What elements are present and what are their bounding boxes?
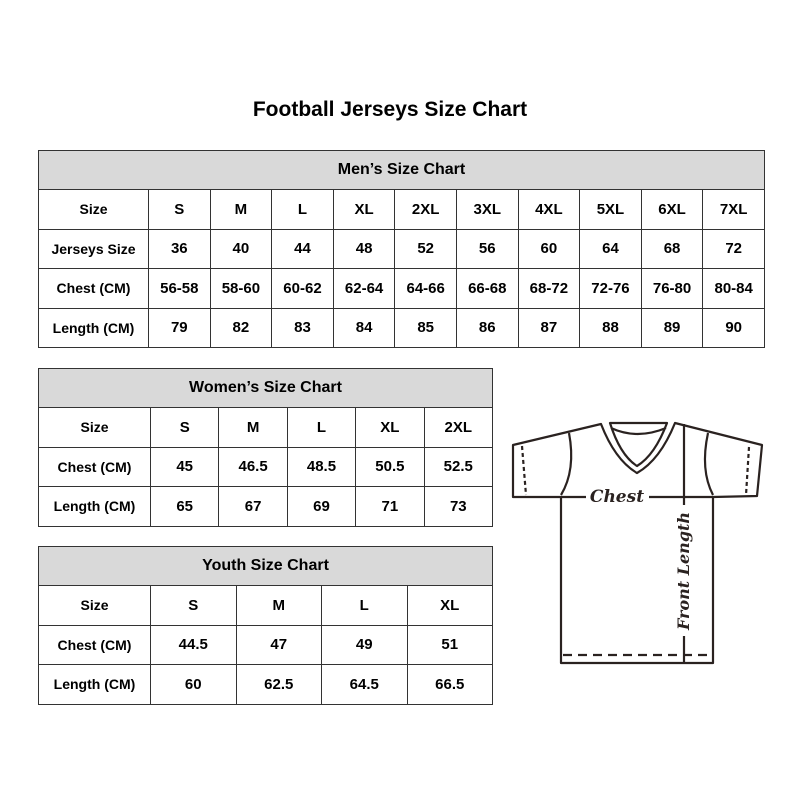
table-cell: 60 bbox=[150, 664, 237, 705]
mens-table-header: Men’s Size Chart bbox=[38, 150, 765, 190]
table-cell: 68 bbox=[640, 228, 704, 269]
table-cell: 69 bbox=[286, 486, 357, 527]
shirt-outline bbox=[511, 421, 764, 665]
table-cell: 87 bbox=[517, 307, 581, 348]
table-cell: 84 bbox=[332, 307, 396, 348]
table-cell: 80-84 bbox=[702, 268, 765, 309]
chest-label: Chest bbox=[590, 487, 644, 507]
table-cell: 88 bbox=[579, 307, 642, 348]
size-header-cell: XL bbox=[406, 585, 493, 626]
row-label: Length (CM) bbox=[38, 307, 149, 348]
table-cell: 48 bbox=[332, 228, 396, 269]
table-cell: 51 bbox=[406, 624, 493, 665]
table-row: Length (CM) 79 82 83 84 85 86 87 88 89 90 bbox=[38, 307, 765, 348]
row-label: Size bbox=[38, 407, 151, 448]
table-cell: 76-80 bbox=[640, 268, 704, 309]
table-cell: 60 bbox=[517, 228, 581, 269]
womens-size-table: Women’s Size Chart Size S M L XL 2XL Chest (CM)… bbox=[38, 368, 494, 527]
table-cell: 62.5 bbox=[235, 664, 322, 705]
size-header-cell: XL bbox=[355, 407, 425, 448]
table-row: Chest (CM) 44.5 47 49 51 bbox=[38, 624, 493, 665]
size-header-cell: L bbox=[321, 585, 408, 626]
size-header-cell: 2XL bbox=[423, 407, 494, 448]
row-label: Length (CM) bbox=[38, 664, 151, 705]
row-label: Jerseys Size bbox=[38, 228, 149, 269]
table-cell: 56-58 bbox=[148, 268, 211, 309]
row-label: Chest (CM) bbox=[38, 624, 151, 665]
table-row: Size S M L XL bbox=[38, 585, 493, 626]
page-title: Football Jerseys Size Chart bbox=[252, 98, 528, 121]
table-cell: 50.5 bbox=[355, 446, 425, 487]
table-cell: 85 bbox=[394, 307, 457, 348]
table-cell: 60-62 bbox=[271, 268, 334, 309]
sleeve-hems bbox=[520, 445, 751, 496]
table-cell: 45 bbox=[149, 446, 220, 487]
youth-table-header: Youth Size Chart bbox=[38, 546, 493, 586]
table-cell: 71 bbox=[355, 486, 425, 527]
mens-size-table: Men’s Size Chart Size S M L XL 2XL 3XL 4XL 5XL 6XL… bbox=[38, 150, 765, 348]
right-sleeve-seam bbox=[703, 432, 714, 496]
table-cell: 86 bbox=[455, 307, 519, 348]
table-row: Jerseys Size 36 40 44 48 52 56 60 64 68 72 bbox=[38, 228, 765, 269]
table-cell: 44.5 bbox=[150, 624, 237, 665]
size-header-cell: M bbox=[218, 407, 288, 448]
table-cell: 36 bbox=[148, 228, 211, 269]
size-header-cell: XL bbox=[332, 189, 396, 230]
size-header-cell: 6XL bbox=[640, 189, 704, 230]
size-header-cell: M bbox=[235, 585, 322, 626]
row-label: Size bbox=[38, 189, 149, 230]
table-cell: 66-68 bbox=[455, 268, 519, 309]
left-sleeve-seam bbox=[560, 432, 573, 496]
size-header-cell: 5XL bbox=[579, 189, 642, 230]
table-row: Size S M L XL 2XL bbox=[38, 407, 494, 448]
table-row: Length (CM) 65 67 69 71 73 bbox=[38, 486, 494, 527]
table-cell: 68-72 bbox=[517, 268, 581, 309]
table-row: Length (CM) 60 62.5 64.5 66.5 bbox=[38, 664, 493, 705]
collar bbox=[608, 421, 669, 468]
table-cell: 72-76 bbox=[579, 268, 642, 309]
table-cell: 73 bbox=[423, 486, 494, 527]
table-cell: 44 bbox=[271, 228, 334, 269]
table-cell: 82 bbox=[209, 307, 273, 348]
table-cell: 49 bbox=[321, 624, 408, 665]
table-cell: 65 bbox=[149, 486, 220, 527]
womens-table-header: Women’s Size Chart bbox=[38, 368, 493, 408]
table-cell: 62-64 bbox=[332, 268, 396, 309]
table-cell: 47 bbox=[235, 624, 322, 665]
size-header-cell: L bbox=[286, 407, 357, 448]
table-cell: 64.5 bbox=[321, 664, 408, 705]
table-row: Size S M L XL 2XL 3XL 4XL 5XL 6XL 7XL bbox=[38, 189, 765, 230]
size-header-cell: 7XL bbox=[702, 189, 765, 230]
youth-size-table: Youth Size Chart Size S M L XL Chest (CM) 44.5 4… bbox=[38, 546, 493, 705]
size-header-cell: S bbox=[150, 585, 237, 626]
table-cell: 66.5 bbox=[406, 664, 493, 705]
table-cell: 48.5 bbox=[286, 446, 357, 487]
table-cell: 52.5 bbox=[423, 446, 494, 487]
table-row: Chest (CM) 45 46.5 48.5 50.5 52.5 bbox=[38, 446, 494, 487]
size-header-cell: L bbox=[271, 189, 334, 230]
row-label: Size bbox=[38, 585, 151, 626]
table-cell: 40 bbox=[209, 228, 273, 269]
row-label: Length (CM) bbox=[38, 486, 151, 527]
table-cell: 67 bbox=[218, 486, 288, 527]
table-cell: 90 bbox=[702, 307, 765, 348]
row-label: Chest (CM) bbox=[38, 446, 151, 487]
table-cell: 79 bbox=[148, 307, 211, 348]
front-length-label: Front Length bbox=[674, 512, 693, 631]
